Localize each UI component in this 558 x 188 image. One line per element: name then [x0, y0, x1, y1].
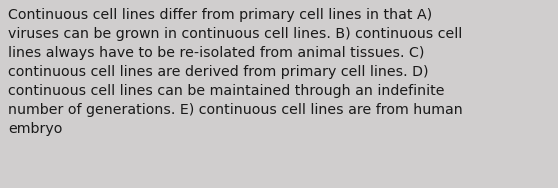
Text: Continuous cell lines differ from primary cell lines in that A)
viruses can be g: Continuous cell lines differ from primar…	[8, 8, 463, 136]
